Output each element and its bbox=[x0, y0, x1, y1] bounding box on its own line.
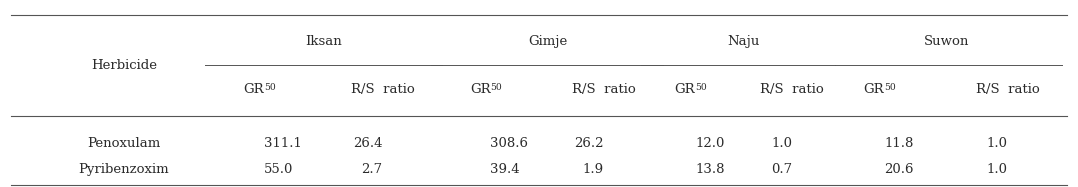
Text: 1.0: 1.0 bbox=[987, 137, 1008, 151]
Text: 311.1: 311.1 bbox=[264, 137, 302, 151]
Text: Suwon: Suwon bbox=[924, 35, 969, 48]
Text: GR: GR bbox=[675, 83, 695, 96]
Text: 1.9: 1.9 bbox=[582, 163, 604, 176]
Text: 50: 50 bbox=[264, 83, 276, 92]
Text: 50: 50 bbox=[884, 83, 896, 92]
Text: 308.6: 308.6 bbox=[490, 137, 528, 151]
Text: 1.0: 1.0 bbox=[772, 137, 792, 151]
Text: GR: GR bbox=[244, 83, 264, 96]
Text: 12.0: 12.0 bbox=[695, 137, 724, 151]
Text: Penoxulam: Penoxulam bbox=[87, 137, 161, 151]
Text: 1.0: 1.0 bbox=[987, 163, 1008, 176]
Text: 13.8: 13.8 bbox=[695, 163, 724, 176]
Text: Naju: Naju bbox=[728, 35, 760, 48]
Text: 2.7: 2.7 bbox=[361, 163, 383, 176]
Text: R/S  ratio: R/S ratio bbox=[976, 83, 1040, 96]
Text: 11.8: 11.8 bbox=[884, 137, 913, 151]
Text: 50: 50 bbox=[490, 83, 502, 92]
Text: Iksan: Iksan bbox=[305, 35, 342, 48]
Text: 55.0: 55.0 bbox=[264, 163, 293, 176]
Text: Gimje: Gimje bbox=[528, 35, 567, 48]
Text: Herbicide: Herbicide bbox=[91, 59, 157, 72]
Text: 20.6: 20.6 bbox=[884, 163, 913, 176]
Text: GR: GR bbox=[470, 83, 490, 96]
Text: 50: 50 bbox=[695, 83, 707, 92]
Text: Pyribenzoxim: Pyribenzoxim bbox=[79, 163, 169, 176]
Text: R/S  ratio: R/S ratio bbox=[350, 83, 415, 96]
Text: 26.2: 26.2 bbox=[575, 137, 604, 151]
Text: R/S  ratio: R/S ratio bbox=[571, 83, 636, 96]
Text: 39.4: 39.4 bbox=[490, 163, 520, 176]
Text: 26.4: 26.4 bbox=[354, 137, 383, 151]
Text: GR: GR bbox=[863, 83, 884, 96]
Text: 0.7: 0.7 bbox=[771, 163, 792, 176]
Text: R/S  ratio: R/S ratio bbox=[760, 83, 825, 96]
